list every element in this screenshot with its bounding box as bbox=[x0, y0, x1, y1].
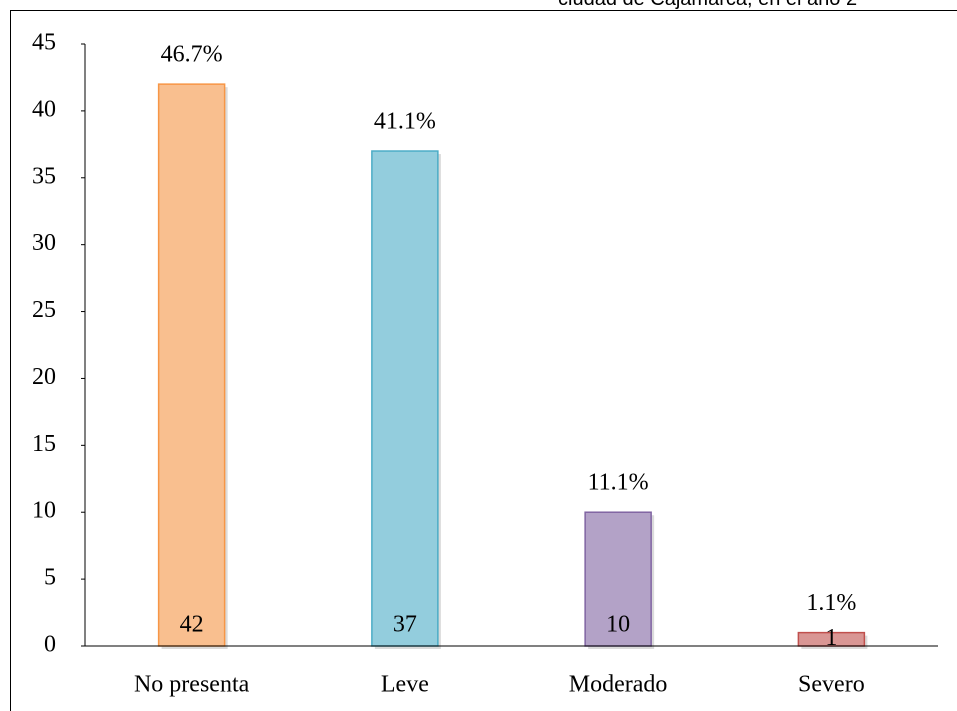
x-tick-label: No presenta bbox=[134, 672, 250, 698]
percent-label: 1.1% bbox=[806, 590, 856, 616]
y-tick-label: 40 bbox=[32, 96, 56, 122]
y-tick-label: 35 bbox=[32, 163, 56, 189]
value-label: 42 bbox=[180, 612, 204, 638]
y-tick-label: 0 bbox=[44, 632, 56, 658]
y-tick-label: 45 bbox=[32, 30, 56, 56]
bar bbox=[584, 511, 652, 647]
x-tick-label: Moderado bbox=[569, 672, 668, 698]
value-label: 37 bbox=[393, 612, 417, 638]
percent-label: 46.7% bbox=[161, 42, 223, 68]
y-tick-label: 25 bbox=[32, 297, 56, 323]
percent-label: 41.1% bbox=[374, 109, 436, 135]
y-tick-label: 10 bbox=[32, 498, 56, 524]
bar bbox=[157, 83, 226, 647]
y-tick-label: 5 bbox=[44, 565, 56, 591]
value-label: 1 bbox=[825, 625, 837, 651]
value-label: 10 bbox=[606, 612, 630, 638]
x-tick-label: Severo bbox=[798, 672, 865, 698]
y-tick-label: 20 bbox=[32, 364, 56, 390]
chart-title: ciudad de Cajamarca, en el año 2 bbox=[558, 0, 857, 10]
bar bbox=[371, 150, 439, 647]
x-tick-label: Leve bbox=[381, 672, 429, 698]
percent-label: 11.1% bbox=[588, 470, 649, 496]
y-tick-label: 30 bbox=[32, 230, 56, 256]
y-tick-label: 15 bbox=[32, 431, 56, 457]
